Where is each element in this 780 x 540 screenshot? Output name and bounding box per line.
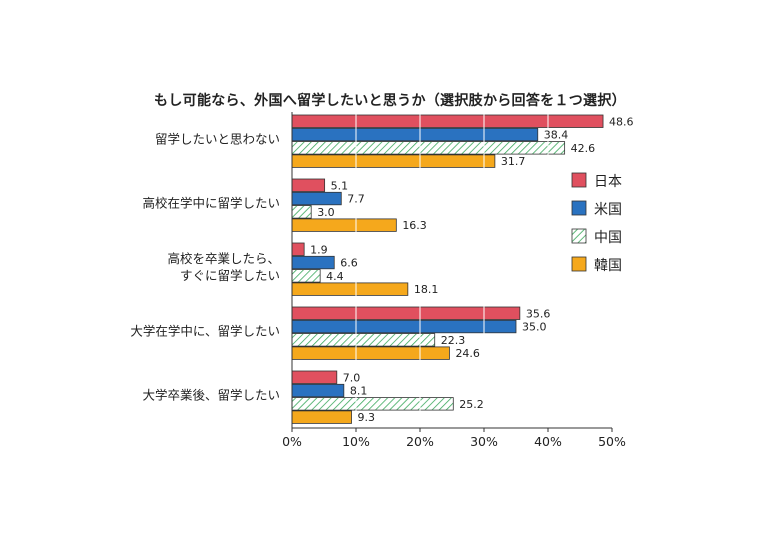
bar-米国-5	[291, 383, 345, 398]
value-label-韓国-3: 18.1	[414, 283, 439, 296]
value-label-韓国-5: 9.3	[358, 411, 376, 424]
value-label-中国-3: 4.4	[326, 270, 344, 283]
bar-米国-2	[291, 191, 342, 206]
bar-日本-5	[291, 370, 338, 384]
legend-swatch-日本	[571, 172, 587, 188]
bar-韓国-4	[291, 346, 450, 360]
bar-韓国-1	[291, 154, 496, 168]
bar-日本-3	[291, 242, 305, 256]
value-label-米国-2: 7.7	[347, 193, 365, 206]
value-label-韓国-2: 16.3	[402, 219, 427, 232]
category-label: 留学したいと思わない	[155, 132, 280, 147]
legend-swatch-中国	[571, 228, 587, 244]
bar-米国-1	[291, 127, 539, 142]
category-label: 大学在学中に、留学したい	[130, 324, 280, 339]
bar-中国-2	[291, 205, 312, 219]
bar-米国-3	[291, 255, 335, 270]
legend-label-日本: 日本	[594, 174, 622, 190]
value-label-日本-2: 5.1	[331, 179, 349, 192]
value-label-日本-4: 35.6	[526, 307, 551, 320]
legend-label-韓国: 韓国	[594, 258, 622, 274]
category-label: 高校を卒業したら、	[167, 251, 280, 266]
labels-layer: 48.6 5.1 1.9 35.6 7.0 38.4 7.7 6.6 35.0 8.1 42.6 3.…	[310, 115, 633, 424]
x-tick-label: 30%	[470, 434, 498, 449]
category-label: すぐに留学したい	[180, 268, 280, 283]
bar-中国-1	[291, 141, 566, 155]
value-label-日本-1: 48.6	[609, 115, 634, 128]
bar-中国-5	[291, 397, 454, 411]
value-label-米国-1: 38.4	[544, 129, 569, 142]
x-tick-label: 40%	[534, 434, 562, 449]
grid-layer	[355, 114, 613, 424]
x-tick-label: 10%	[342, 434, 370, 449]
value-label-中国-1: 42.6	[571, 142, 596, 155]
bar-韓国-3	[291, 282, 409, 296]
bar-米国-4	[291, 319, 517, 334]
value-label-中国-5: 25.2	[459, 398, 484, 411]
value-label-日本-3: 1.9	[310, 243, 328, 256]
value-label-中国-2: 3.0	[317, 206, 335, 219]
value-label-米国-5: 8.1	[350, 385, 368, 398]
value-label-中国-4: 22.3	[441, 334, 466, 347]
category-label: 大学卒業後、留学したい	[142, 388, 280, 403]
value-label-日本-5: 7.0	[343, 371, 361, 384]
bar-韓国-2	[291, 218, 397, 232]
value-label-米国-4: 35.0	[522, 321, 547, 334]
bar-中国-4	[291, 333, 436, 347]
chart-title: もし可能なら、外国へ留学したいと思うか（選択肢から回答を１つ選択）	[154, 93, 626, 109]
legend-swatch-韓国	[571, 256, 587, 272]
bar-韓国-5	[291, 410, 352, 424]
bar-日本-4	[291, 306, 521, 320]
x-tick-label: 50%	[598, 434, 626, 449]
bar-日本-1	[291, 114, 604, 128]
bar-中国-3	[291, 269, 321, 283]
legend-swatch-米国	[571, 200, 587, 216]
legend-label-米国: 米国	[594, 202, 622, 218]
category-label: 高校在学中に留学したい	[142, 196, 280, 211]
value-label-韓国-4: 24.6	[455, 347, 480, 360]
axis-layer: 0% 10% 20% 30% 40% 50% 留学したいと思わない高校在学中に留学したい高校…	[130, 112, 626, 449]
value-label-米国-3: 6.6	[340, 257, 358, 270]
x-tick-label: 0%	[282, 434, 302, 449]
value-label-韓国-1: 31.7	[501, 155, 526, 168]
x-tick-label: 20%	[406, 434, 434, 449]
bar-日本-2	[291, 178, 326, 192]
legend-label-中国: 中国	[594, 230, 622, 246]
